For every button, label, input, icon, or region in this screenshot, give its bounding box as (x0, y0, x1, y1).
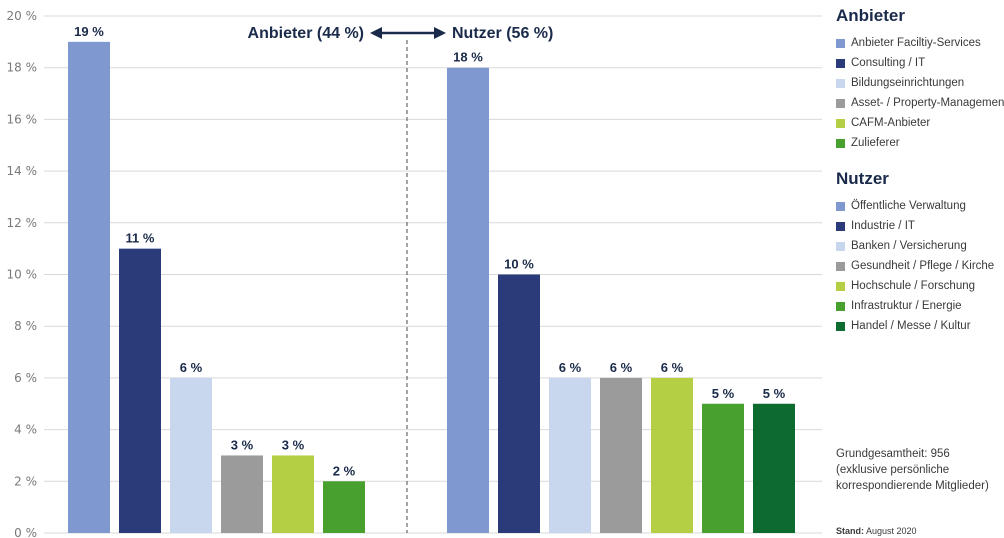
bar-value-label: 6 % (180, 360, 203, 375)
bar (170, 377, 212, 533)
legend-item: Hochschule / Forschung (836, 276, 1004, 296)
legend-item: Anbieter Faciltiy-Services (836, 33, 1004, 53)
legend-label: Gesundheit / Pflege / Kirche (851, 260, 995, 272)
legend-item: Handel / Messe / Kultur (836, 316, 1004, 336)
bar-chart: 0 % 2 % 4 % 6 % 8 % 10 % 12 % 14 % 16 % 18 % 20 % 1… (7, 9, 822, 538)
legend-item: Industrie / IT (836, 216, 1004, 236)
legend-item: Öffentliche Verwaltung (836, 196, 1004, 216)
arrow-left-icon (370, 27, 382, 39)
arrow-right-icon (434, 27, 446, 39)
y-tick-label: 4 % (14, 423, 37, 437)
bar-value-label: 18 % (453, 50, 483, 65)
legend-label: Consulting / IT (851, 57, 926, 69)
sample-note-line: Grundgesamtheit: 956 (836, 448, 950, 460)
legend-swatch (836, 98, 845, 108)
bar (119, 248, 161, 533)
bar-value-label: 3 % (282, 437, 305, 452)
legend-swatch (836, 321, 845, 331)
legend-title: Nutzer (836, 169, 889, 188)
legend-item: Consulting / IT (836, 53, 1004, 73)
bar (600, 377, 642, 533)
bar-value-label: 10 % (504, 257, 534, 272)
legend-label: Zulieferer (851, 137, 900, 149)
date-note: Stand: August 2020 (836, 526, 917, 536)
legend-item: Gesundheit / Pflege / Kirche (836, 256, 1004, 276)
sample-note-line: (exklusive persönliche (836, 464, 950, 476)
legend-label: Handel / Messe / Kultur (851, 320, 971, 332)
legend-item: Banken / Versicherung (836, 236, 1004, 256)
bar-value-label: 11 % (126, 231, 155, 246)
y-tick-label: 16 % (7, 112, 38, 126)
y-tick-label: 14 % (7, 164, 38, 178)
legend-swatch (836, 281, 845, 291)
y-tick-label: 8 % (14, 319, 37, 333)
y-tick-label: 6 % (14, 371, 37, 385)
legend-label: Asset- / Property-Management (851, 97, 1004, 109)
bar-value-label: 6 % (661, 360, 684, 375)
legend-label: Anbieter Faciltiy-Services (851, 37, 981, 49)
legend-swatch (836, 241, 845, 251)
group-label-nutzer: Nutzer (56 %) (452, 25, 553, 42)
date-note-label: Stand: (836, 526, 864, 536)
legend-swatch (836, 221, 845, 231)
legend: Anbieter Anbieter Faciltiy-Services Consul… (836, 6, 1004, 336)
bar-value-label: 2 % (333, 463, 356, 478)
y-tick-label: 10 % (7, 268, 38, 282)
y-tick-label: 18 % (7, 61, 38, 75)
legend-label: Bildungseinrichtungen (851, 77, 965, 89)
legend-label: Hochschule / Forschung (851, 280, 976, 292)
legend-label: Öffentliche Verwaltung (851, 200, 966, 212)
bar (702, 403, 744, 533)
legend-label: CAFM-Anbieter (851, 117, 931, 129)
legend-item: Infrastruktur / Energie (836, 296, 1004, 316)
legend-swatch (836, 118, 845, 128)
legend-label: Banken / Versicherung (851, 240, 967, 252)
bar-value-label: 3 % (231, 437, 254, 452)
legend-item: Zulieferer (836, 133, 1004, 153)
legend-swatch (836, 301, 845, 311)
y-tick-label: 0 % (14, 526, 37, 538)
legend-swatch (836, 138, 845, 148)
bar (68, 41, 110, 533)
bar-value-label: 6 % (610, 360, 633, 375)
legend-swatch (836, 261, 845, 271)
legend-swatch (836, 201, 845, 211)
bar (651, 377, 693, 533)
bar (221, 455, 263, 533)
bar-value-label: 6 % (559, 360, 582, 375)
bar-value-label: 5 % (712, 386, 735, 401)
legend-swatch (836, 38, 845, 48)
bar (447, 67, 489, 533)
y-tick-label: 20 % (7, 9, 38, 23)
bar (272, 455, 314, 533)
legend-swatch (836, 58, 845, 68)
sample-note-line: korrespondierende Mitglieder) (836, 480, 989, 492)
bar (323, 481, 365, 533)
y-tick-label: 2 % (14, 474, 37, 488)
sample-note: Grundgesamtheit: 956 (exklusive persönli… (836, 446, 1001, 494)
legend-item: Asset- / Property-Management (836, 93, 1004, 113)
legend-item: Bildungseinrichtungen (836, 73, 1004, 93)
bar-value-label: 19 % (74, 24, 104, 39)
legend-title: Anbieter (836, 6, 905, 25)
bar (498, 274, 540, 533)
y-tick-label: 12 % (7, 216, 38, 230)
bar (549, 377, 591, 533)
bar-value-label: 5 % (763, 386, 786, 401)
date-note-value: August 2020 (866, 526, 917, 536)
legend-swatch (836, 78, 845, 88)
legend-label: Infrastruktur / Energie (851, 300, 962, 312)
legend-label: Industrie / IT (851, 220, 915, 232)
legend-item: CAFM-Anbieter (836, 113, 1004, 133)
bar (753, 403, 795, 533)
group-label-anbieter: Anbieter (44 %) (248, 25, 364, 42)
